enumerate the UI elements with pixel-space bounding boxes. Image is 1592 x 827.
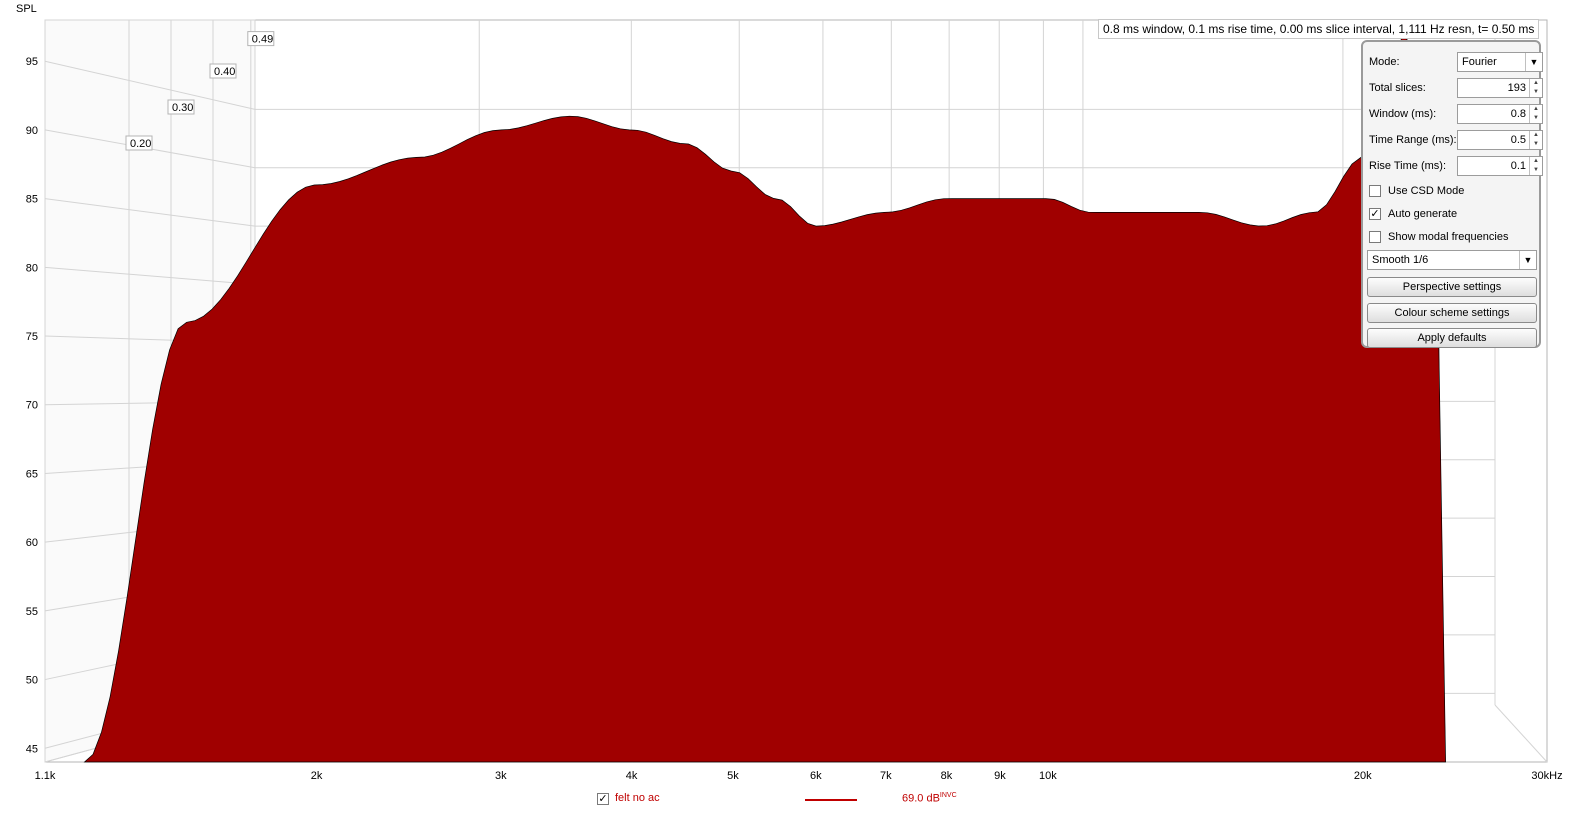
spin-down-icon[interactable]: ▼ (1533, 89, 1539, 95)
spin-down-icon[interactable]: ▼ (1533, 115, 1539, 121)
window-row: Window (ms): 0.8 ▲ ▼ (1369, 104, 1543, 126)
side-gridline (44, 60, 256, 110)
x-tick-label: 30kHz (1531, 770, 1562, 782)
use-csd-label[interactable]: Use CSD Mode (1388, 185, 1465, 197)
window-stepper[interactable]: 0.8 ▲ ▼ (1457, 104, 1543, 124)
y-tick-label: 90 (26, 125, 38, 137)
mode-row: Mode: Fourier ▼ (1369, 52, 1543, 74)
x-tick-label: 6k (810, 770, 822, 782)
mode-value: Fourier (1462, 56, 1497, 68)
spin-down-icon[interactable]: ▼ (1533, 141, 1539, 147)
axis-layer: SPL 45 50 55 60 65 70 75 80 85 90 95 1.1k 2k 3k 4k 5k 6k 7… (16, 3, 1563, 782)
y-axis-label: SPL (16, 3, 37, 15)
apply-defaults-button[interactable]: Apply defaults (1367, 328, 1537, 348)
chevron-down-icon[interactable]: ▼ (1525, 53, 1542, 71)
rise-time-row: Rise Time (ms): 0.1 ▲ ▼ (1369, 156, 1543, 178)
time-tick-text: 0.40 (214, 66, 235, 78)
y-tick-label: 45 (26, 743, 38, 755)
checkbox-box[interactable] (1369, 231, 1381, 243)
time-tick-label: 0.30 (167, 99, 195, 115)
x-tick-label: 3k (495, 770, 507, 782)
spin-up-icon[interactable]: ▲ (1533, 80, 1539, 86)
y-tick-label: 75 (26, 331, 38, 343)
waterfall-controls-panel: Mode: Fourier ▼ Total slices: 193 ▲ ▼ Win… (1361, 40, 1543, 348)
legend-value: 69.0 dBINVC (902, 792, 957, 805)
time-tick-box (247, 31, 275, 47)
time-range-row: Time Range (ms): 0.5 ▲ ▼ (1369, 130, 1543, 152)
total-slices-label: Total slices: (1369, 82, 1426, 94)
mode-select[interactable]: Fourier ▼ (1457, 52, 1543, 72)
time-tick-text: 0.49 (252, 34, 273, 46)
show-modal-label[interactable]: Show modal frequencies (1388, 231, 1509, 243)
total-slices-stepper[interactable]: 193 ▲ ▼ (1457, 78, 1543, 98)
time-tick-label: 0.49 (247, 31, 275, 47)
waterfall-slice (83, 34, 1446, 763)
checkbox-box[interactable] (1369, 185, 1381, 197)
side-gridline (44, 198, 256, 227)
x-tick-label: 2k (311, 770, 323, 782)
time-tick-label: 0.40 (209, 63, 237, 79)
spin-down-icon[interactable]: ▼ (1533, 167, 1539, 173)
colour-scheme-settings-button[interactable]: Colour scheme settings (1367, 303, 1537, 323)
x-tick-label: 9k (994, 770, 1006, 782)
time-tick-box (167, 99, 195, 115)
y-tick-label: 60 (26, 537, 38, 549)
chevron-down-icon[interactable]: ▼ (1519, 251, 1536, 269)
x-tick-label: 1.1k (35, 770, 56, 782)
time-tick-box (209, 63, 237, 79)
rise-time-label: Rise Time (ms): (1369, 160, 1446, 172)
x-tick-label: 7k (880, 770, 892, 782)
rise-time-stepper[interactable]: 0.1 ▲ ▼ (1457, 156, 1543, 176)
y-tick-label: 80 (26, 262, 38, 274)
time-range-stepper[interactable]: 0.5 ▲ ▼ (1457, 130, 1543, 150)
x-tick-label: 4k (626, 770, 638, 782)
x-tick-label: 5k (727, 770, 739, 782)
time-tick-label: 0.20 (125, 135, 153, 151)
floor-gridline (1494, 704, 1548, 763)
x-tick-label: 8k (941, 770, 953, 782)
total-slices-row: Total slices: 193 ▲ ▼ (1369, 78, 1543, 100)
legend-series-name[interactable]: felt no ac (615, 792, 660, 804)
legend-line-swatch (805, 799, 857, 801)
y-tick-label: 65 (26, 468, 38, 480)
y-tick-label: 50 (26, 675, 38, 687)
legend-checkbox[interactable]: ✓ (597, 793, 609, 805)
y-tick-label: 85 (26, 194, 38, 206)
waterfall-surface (83, 34, 1446, 763)
rise-time-value[interactable]: 0.1 (1510, 160, 1526, 172)
x-tick-label: 10k (1039, 770, 1057, 782)
window-label: Window (ms): (1369, 108, 1437, 120)
perspective-settings-button[interactable]: Perspective settings (1367, 277, 1537, 297)
total-slices-value[interactable]: 193 (1507, 82, 1526, 94)
time-tick-box (125, 135, 153, 151)
window-value[interactable]: 0.8 (1510, 108, 1526, 120)
x-tick-label: 20k (1354, 770, 1372, 782)
analysis-info-label: 0.8 ms window, 0.1 ms rise time, 0.00 ms… (1098, 19, 1540, 39)
y-tick-label: 70 (26, 400, 38, 412)
spin-up-icon[interactable]: ▲ (1533, 106, 1539, 112)
checkmark-icon[interactable]: ✓ (1369, 208, 1381, 220)
smoothing-value: Smooth 1/6 (1372, 254, 1429, 266)
spin-up-icon[interactable]: ▲ (1533, 158, 1539, 164)
side-gridline (44, 266, 256, 286)
smoothing-select[interactable]: Smooth 1/6 ▼ (1367, 250, 1537, 270)
time-range-label: Time Range (ms): (1369, 134, 1457, 146)
mode-label: Mode: (1369, 56, 1400, 68)
auto-generate-label[interactable]: Auto generate (1388, 208, 1458, 220)
spin-up-icon[interactable]: ▲ (1533, 132, 1539, 138)
time-range-value[interactable]: 0.5 (1510, 134, 1526, 146)
y-tick-label: 95 (26, 56, 38, 68)
time-tick-text: 0.30 (172, 102, 193, 114)
y-tick-label: 55 (26, 606, 38, 618)
time-tick-text: 0.20 (130, 138, 151, 150)
